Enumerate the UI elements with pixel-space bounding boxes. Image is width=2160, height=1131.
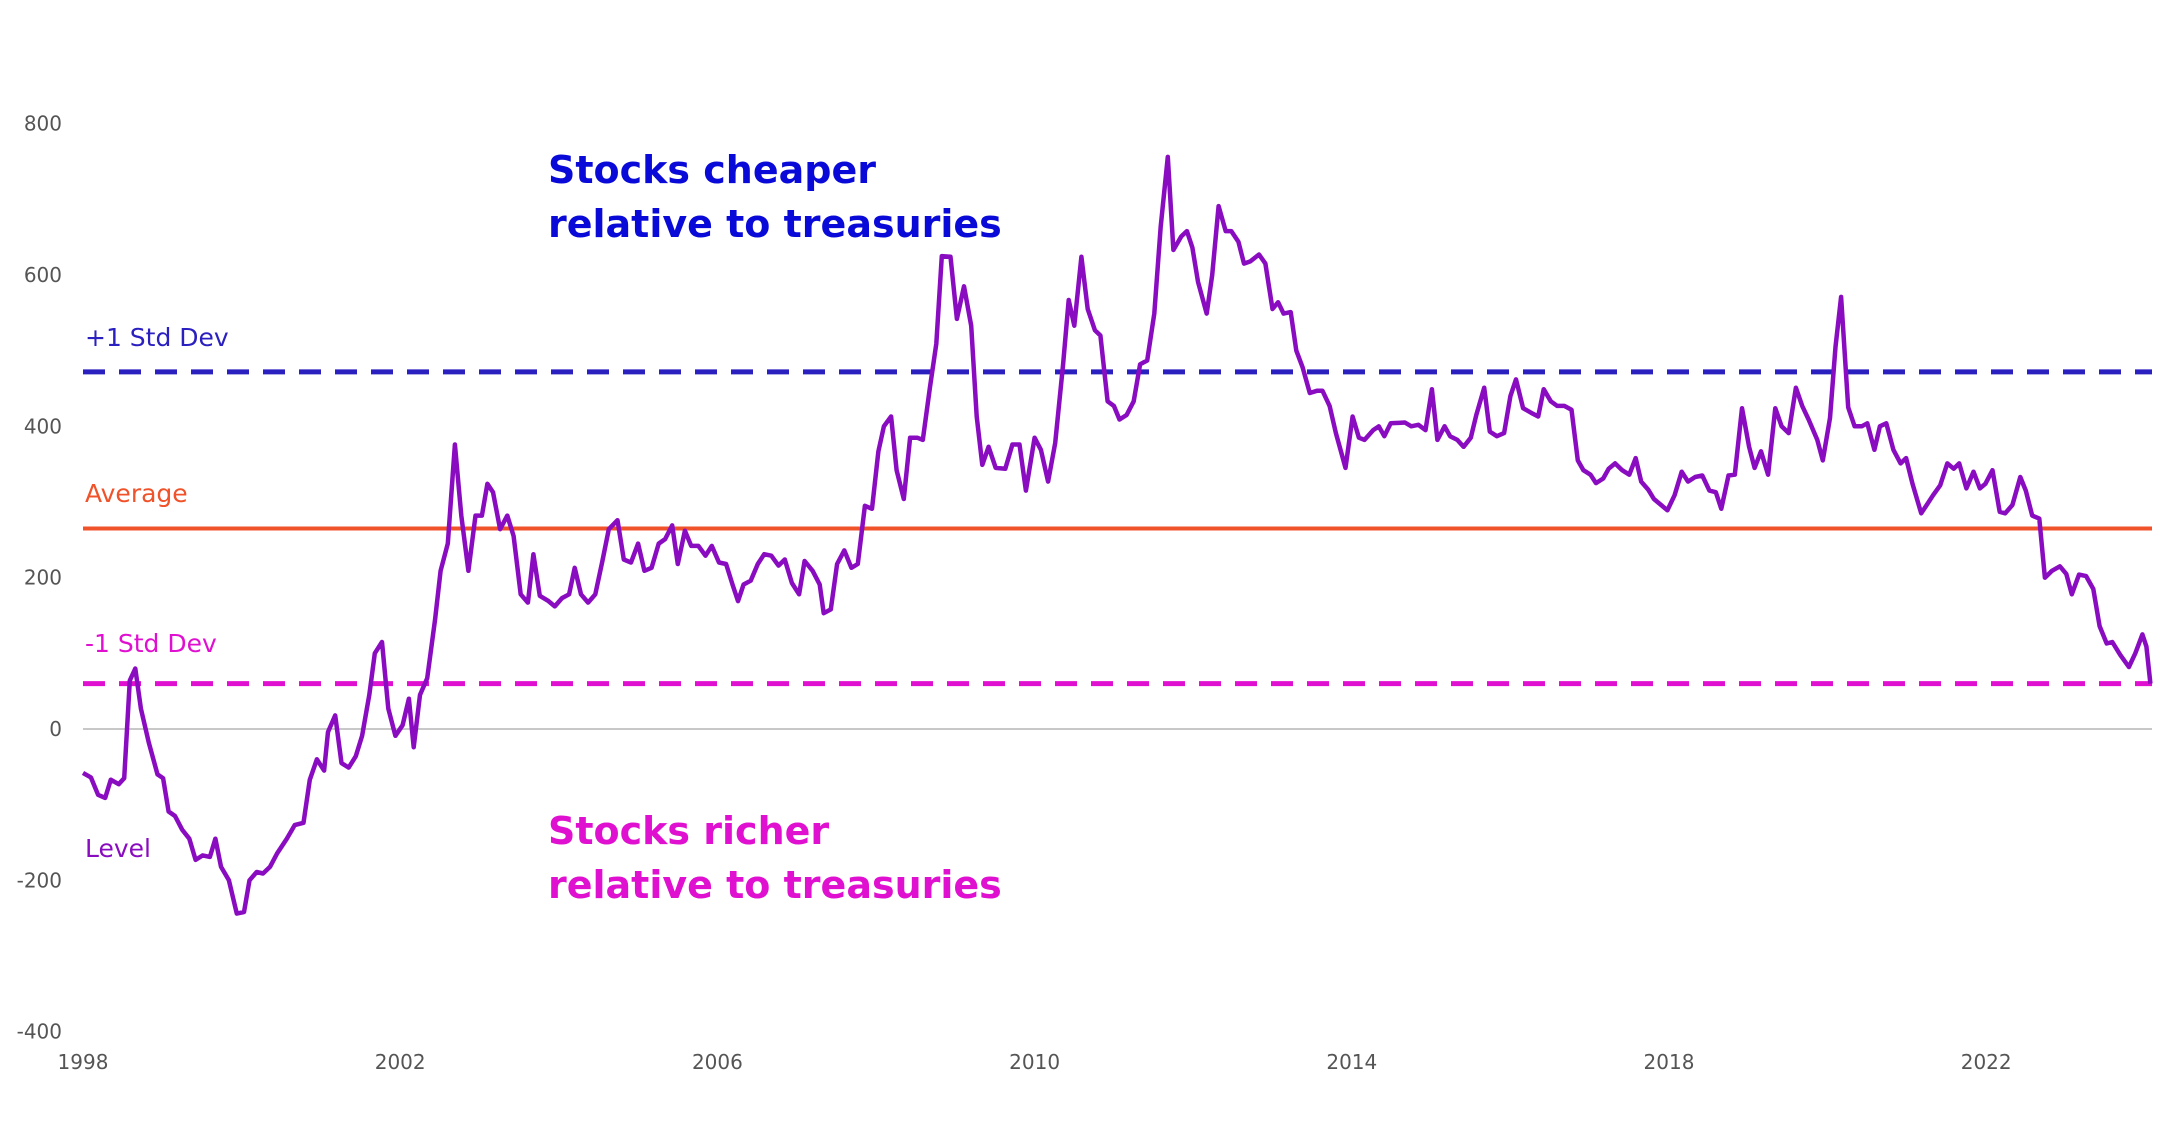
- x-tick-label: 2006: [692, 1050, 743, 1074]
- level-series-line: [81, 154, 2153, 916]
- average-label: Average: [85, 479, 188, 508]
- x-tick-label: 2018: [1644, 1050, 1695, 1074]
- x-tick-label: 1998: [58, 1050, 109, 1074]
- cheaper-annotation-line2: relative to treasuries: [548, 202, 1002, 246]
- y-tick-label: 600: [24, 263, 62, 287]
- y-tick-label: 200: [24, 566, 62, 590]
- minus-1-std-dev-label: -1 Std Dev: [85, 629, 217, 658]
- y-tick-label: -200: [17, 868, 62, 892]
- y-tick-label: 0: [49, 717, 62, 741]
- y-tick-label: 800: [24, 112, 62, 136]
- level-label: Level: [85, 834, 151, 863]
- richer-annotation-line2: relative to treasuries: [548, 863, 1002, 907]
- x-axis-ticks: 1998 2002 2006 2010 2014 2018 2022: [58, 1050, 2012, 1074]
- richer-annotation-line1: Stocks richer: [548, 809, 829, 853]
- y-tick-label: -400: [17, 1020, 62, 1044]
- y-tick-label: 400: [24, 414, 62, 438]
- cheaper-annotation-line1: Stocks cheaper: [548, 148, 876, 192]
- x-tick-label: 2022: [1961, 1050, 2012, 1074]
- x-tick-label: 2002: [375, 1050, 426, 1074]
- y-axis-ticks: 800 600 400 200 0 -200 -400: [17, 112, 62, 1044]
- plus-1-std-dev-label: +1 Std Dev: [85, 323, 229, 352]
- x-tick-label: 2010: [1009, 1050, 1060, 1074]
- x-tick-label: 2014: [1326, 1050, 1377, 1074]
